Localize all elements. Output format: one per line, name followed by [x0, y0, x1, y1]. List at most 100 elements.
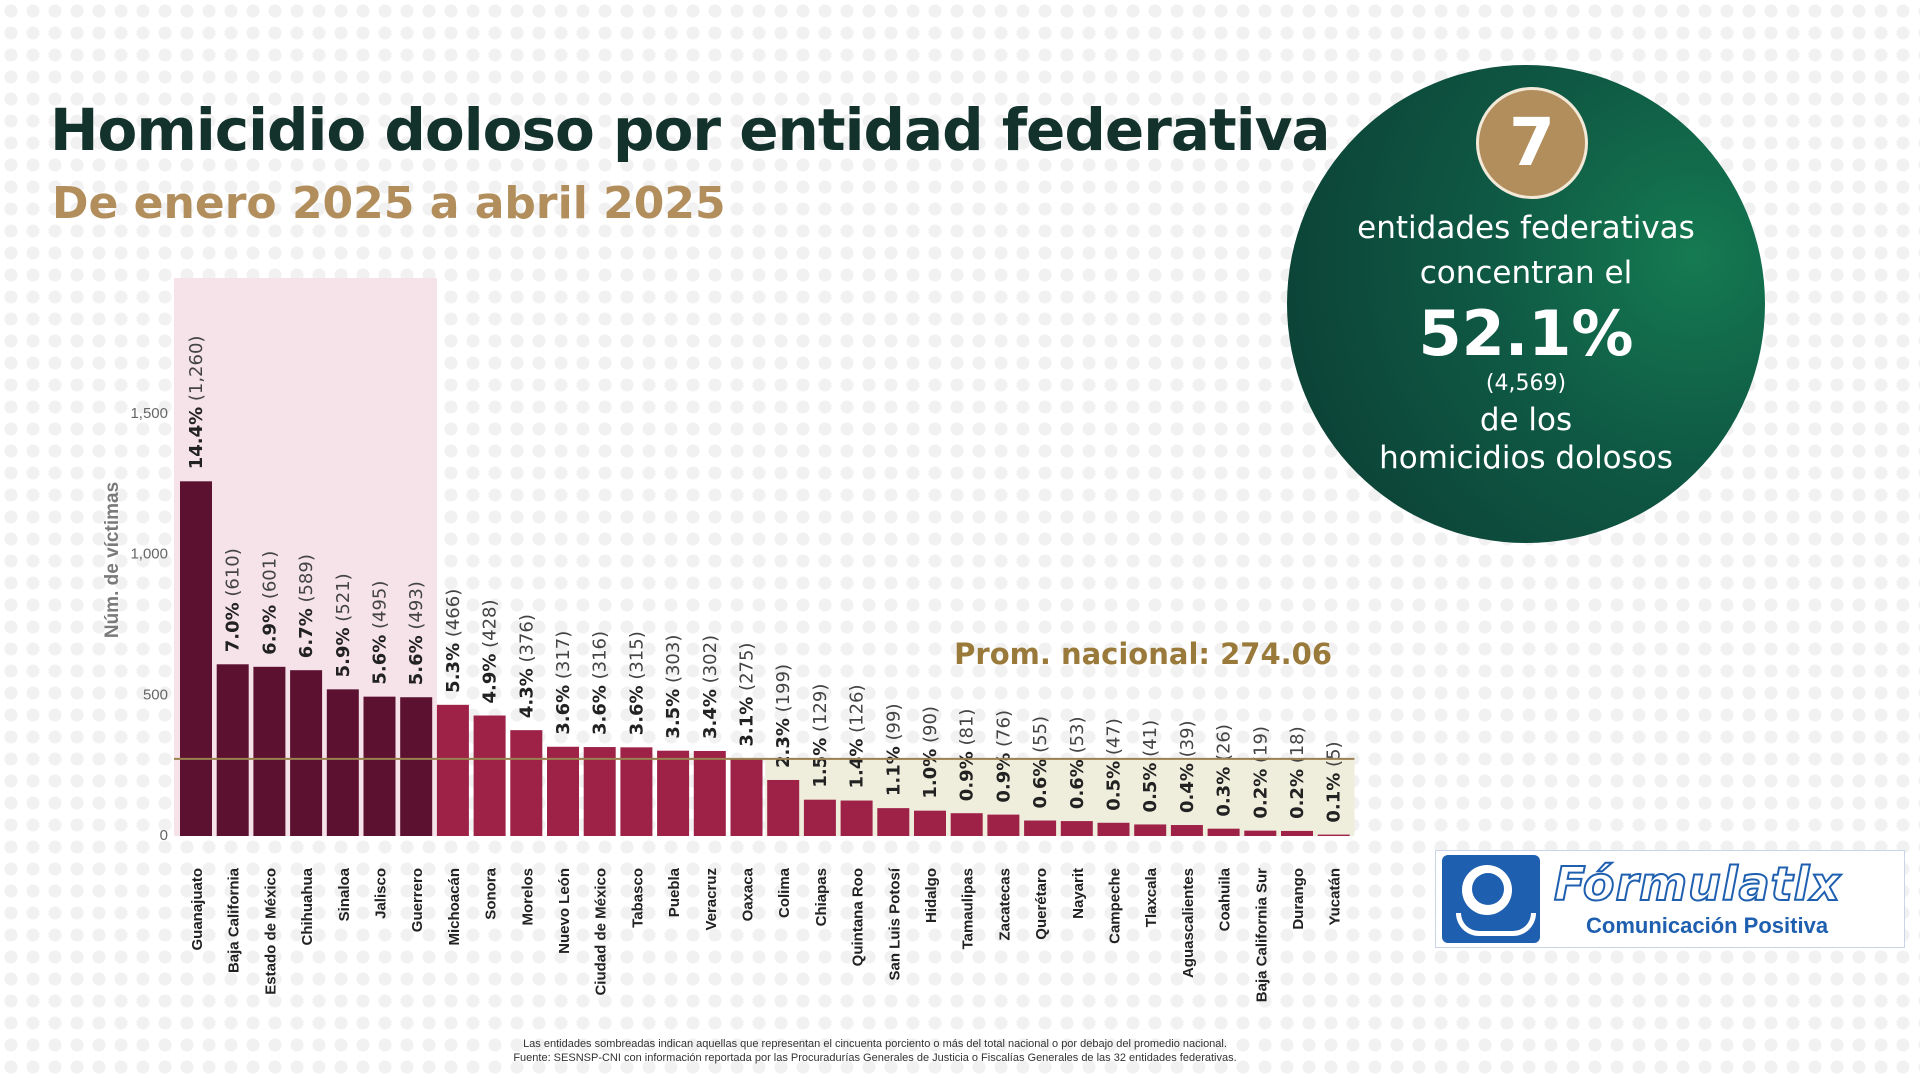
category-label: Yucatán [1327, 868, 1344, 926]
data-label-percent: 4.3% [516, 668, 537, 718]
bar [730, 758, 763, 836]
data-label-count: (90) [920, 706, 941, 749]
data-label-count: (1,260) [186, 336, 207, 407]
y-tick-label: 1,500 [130, 405, 168, 422]
data-label: 0.9% (81) [957, 709, 978, 802]
data-label-count: (315) [626, 631, 647, 685]
footer-source: Fuente: SESNSP-CNI con información repor… [513, 1052, 1237, 1064]
data-label-percent: 5.6% [370, 635, 391, 685]
data-label-percent: 6.9% [259, 605, 280, 655]
data-label-count: (495) [370, 581, 391, 635]
data-label: 0.2% (18) [1287, 726, 1308, 819]
footer-notes: Las entidades sombreadas indican aquella… [0, 1037, 1352, 1065]
average-label: Prom. nacional: 274.06 [954, 637, 1332, 671]
bar [180, 481, 212, 836]
data-label-count: (601) [259, 551, 280, 605]
summary-callout: 7 entidades federativas concentran el 52… [1287, 65, 1765, 543]
data-label-count: (521) [333, 573, 354, 627]
data-label-percent: 3.6% [590, 685, 611, 735]
data-label: 0.1% (5) [1324, 741, 1345, 822]
category-label: Guerrero [409, 868, 426, 932]
data-label-percent: 0.6% [1067, 759, 1088, 809]
data-label-count: (199) [773, 664, 794, 718]
bar [473, 715, 506, 836]
bar [950, 813, 983, 836]
data-label-percent: 6.7% [296, 608, 317, 658]
data-label-percent: 3.4% [700, 689, 721, 739]
category-label: Morelos [519, 868, 536, 926]
bar [1170, 825, 1203, 836]
data-label-percent: 1.4% [847, 739, 868, 789]
data-label: 6.9% (601) [259, 551, 280, 655]
bar [1134, 824, 1167, 836]
data-label: 1.0% (90) [920, 706, 941, 799]
data-label-count: (428) [480, 599, 501, 653]
data-label-percent: 14.4% [186, 407, 207, 469]
category-label: Ciudad de México [593, 868, 610, 996]
category-label: Durango [1290, 868, 1307, 930]
data-label: 3.4% (302) [700, 635, 721, 739]
category-label: Chiapas [813, 868, 830, 926]
data-label-percent: 0.1% [1324, 773, 1345, 823]
data-label-count: (81) [957, 709, 978, 752]
footer-note: Las entidades sombreadas indican aquella… [523, 1038, 1227, 1050]
category-label: Michoacán [446, 868, 463, 946]
bar [877, 808, 910, 836]
category-label: Nuevo León [556, 868, 573, 954]
bar [290, 670, 323, 836]
data-label: 1.4% (126) [847, 684, 868, 788]
data-label-percent: 5.3% [443, 643, 464, 693]
data-label-percent: 7.0% [223, 602, 244, 652]
data-label-percent: 5.6% [406, 635, 427, 685]
data-label: 1.5% (129) [810, 684, 831, 788]
category-label: Jalisco [373, 868, 390, 919]
y-tick-label: 500 [143, 686, 168, 703]
bar [1207, 828, 1240, 836]
data-label: 3.1% (275) [737, 643, 758, 747]
callout-percent: 52.1% [1418, 297, 1634, 370]
data-label-count: (376) [516, 614, 537, 668]
category-label: Chihuahua [299, 867, 316, 945]
bar [620, 747, 653, 836]
data-label-count: (316) [590, 631, 611, 685]
data-label: 4.3% (376) [516, 614, 537, 718]
bar [326, 689, 359, 836]
data-label: 0.6% (55) [1030, 716, 1051, 809]
callout-line-3: de los [1479, 402, 1573, 438]
data-label-percent: 0.2% [1287, 769, 1308, 819]
bar [400, 697, 433, 836]
data-label-count: (493) [406, 581, 427, 635]
bar [547, 746, 579, 836]
data-label-percent: 5.9% [333, 627, 354, 677]
bar [1317, 834, 1350, 836]
data-label-count: (19) [1250, 726, 1271, 769]
data-label: 3.5% (303) [663, 635, 684, 739]
data-label-percent: 0.5% [1104, 761, 1125, 811]
data-label: 5.6% (495) [370, 581, 391, 685]
category-label: Nayarit [1070, 868, 1087, 919]
data-label-count: (26) [1214, 724, 1235, 767]
bar [987, 814, 1020, 836]
data-label-count: (589) [296, 554, 317, 608]
category-label: Querétaro [1033, 868, 1050, 940]
page-subtitle: De enero 2025 a abril 2025 [52, 178, 726, 229]
data-label-percent: 0.6% [1030, 759, 1051, 809]
data-label-count: (47) [1104, 718, 1125, 761]
bar [693, 750, 726, 836]
data-label-percent: 3.6% [626, 685, 647, 735]
page-title: Homicidio doloso por entidad federativa [50, 96, 1331, 164]
data-label: 3.6% (317) [553, 631, 574, 735]
data-label-percent: 2.3% [773, 718, 794, 768]
data-label: 7.0% (610) [223, 548, 244, 652]
bar [216, 664, 249, 836]
data-label-count: (275) [737, 643, 758, 697]
data-label: 3.6% (315) [626, 631, 647, 735]
y-tick-label: 1,000 [130, 546, 168, 563]
bar [657, 750, 690, 836]
data-label-count: (302) [700, 635, 721, 689]
data-label-count: (5) [1324, 741, 1345, 772]
category-label: Sonora [483, 867, 500, 919]
callout-number-badge: 7 [1476, 87, 1588, 199]
data-label-percent: 0.9% [993, 753, 1014, 803]
category-label: Aguascalientes [1180, 868, 1197, 978]
